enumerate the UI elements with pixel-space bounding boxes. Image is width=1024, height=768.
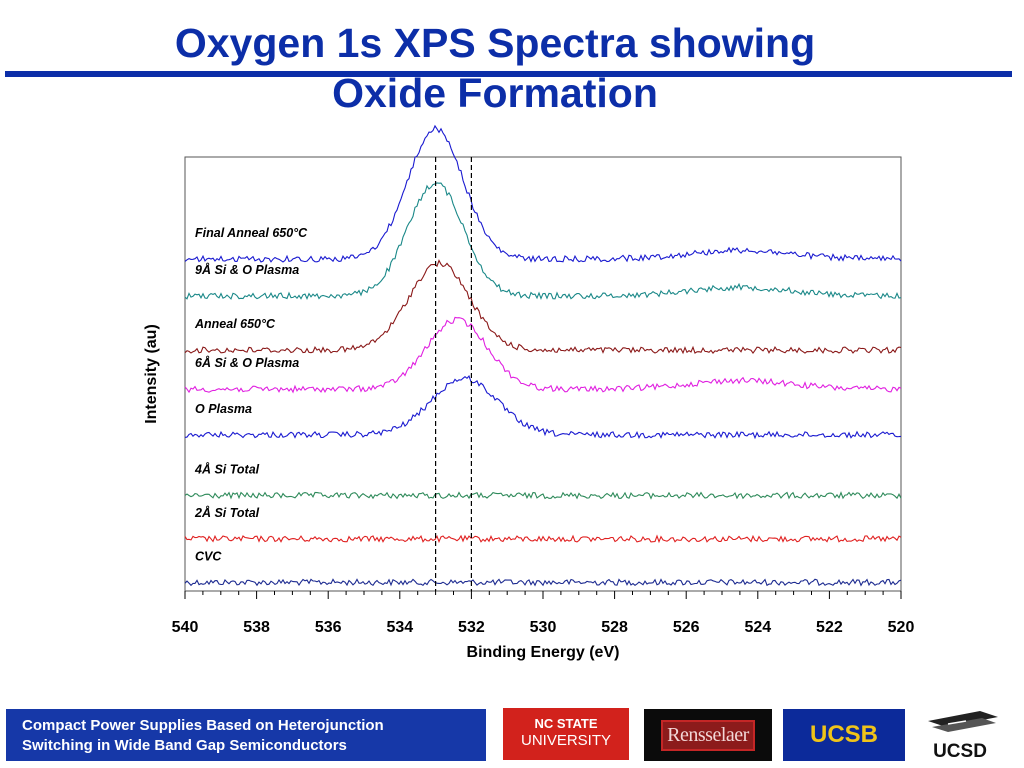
reference-lines (435, 157, 472, 591)
series-line-2 (184, 491, 902, 500)
x-tick-label-8: 524 (744, 619, 771, 636)
ncstate-logo-line1: NC STATE (534, 716, 598, 731)
ucsd-logo: UCSD (928, 711, 998, 762)
slide-title-line2: Oxide Formation (332, 70, 658, 116)
x-tick-label-1: 538 (243, 619, 270, 636)
x-tick-label-6: 528 (601, 619, 628, 636)
series-line-3 (184, 375, 902, 440)
rensselaer-logo: Rensselaer (644, 709, 772, 761)
footer-line1: Compact Power Supplies Based on Heteroju… (22, 717, 384, 734)
footer-line2: Switching in Wide Band Gap Semiconductor… (22, 737, 347, 754)
series-line-1 (184, 534, 902, 544)
x-tick-label-7: 526 (673, 619, 700, 636)
plot-frame (184, 156, 902, 592)
x-tick-label-2: 536 (315, 619, 342, 636)
series-line-0 (184, 578, 902, 587)
x-tick-label-3: 534 (386, 619, 413, 636)
series-line-5 (184, 259, 902, 355)
footer-banner (6, 709, 486, 761)
x-tick-label-0: 540 (172, 619, 199, 636)
x-axis-ticks (184, 591, 902, 599)
x-tick-label-10: 520 (888, 619, 915, 636)
ncstate-logo-line2: UNIVERSITY (520, 732, 611, 749)
ucsd-emblem-icon (928, 711, 998, 732)
series-label-4: 6Å Si & O Plasma (195, 356, 299, 370)
slide-title-line1: Oxygen 1s XPS Spectra showing (174, 20, 816, 66)
x-tick-label-5: 530 (530, 619, 557, 636)
ucsb-logo: UCSB (783, 709, 905, 761)
series-line-7 (184, 124, 902, 263)
x-tick-label-9: 522 (816, 619, 843, 636)
series-label-5: Anneal 650°C (194, 317, 276, 331)
x-tick-label-4: 532 (458, 619, 485, 636)
title-divider (5, 71, 1012, 77)
x-tick-labels: 540 538 536 534 532 530 528 526 524 522 520 (172, 619, 915, 636)
series-label-2: 4Å Si Total (194, 463, 260, 477)
slide-title: Oxygen 1s XPS Spectra showing Oxide Form… (0, 18, 990, 118)
series-label-1: 2Å Si Total (194, 506, 260, 520)
series-label-3: O Plasma (195, 402, 252, 416)
rensselaer-logo-text: Rensselaer (661, 719, 755, 751)
ucsd-logo-text: UCSD (933, 741, 987, 762)
x-axis-title: Binding Energy (eV) (467, 644, 620, 661)
ncstate-logo: NC STATE UNIVERSITY (503, 708, 629, 760)
series-label-6: 9Å Si & O Plasma (195, 263, 299, 277)
footer-text: Compact Power Supplies Based on Heteroju… (22, 716, 384, 756)
series-line-6 (184, 182, 902, 301)
series-labels: CVC 2Å Si Total 4Å Si Total O Plasma 6Å Si &… (194, 226, 308, 563)
series-label-7: Final Anneal 650°C (195, 226, 308, 240)
series-line-4 (184, 316, 902, 394)
series-group (184, 124, 902, 587)
y-axis-title: Intensity (au) (143, 324, 160, 424)
series-label-0: CVC (195, 549, 222, 563)
